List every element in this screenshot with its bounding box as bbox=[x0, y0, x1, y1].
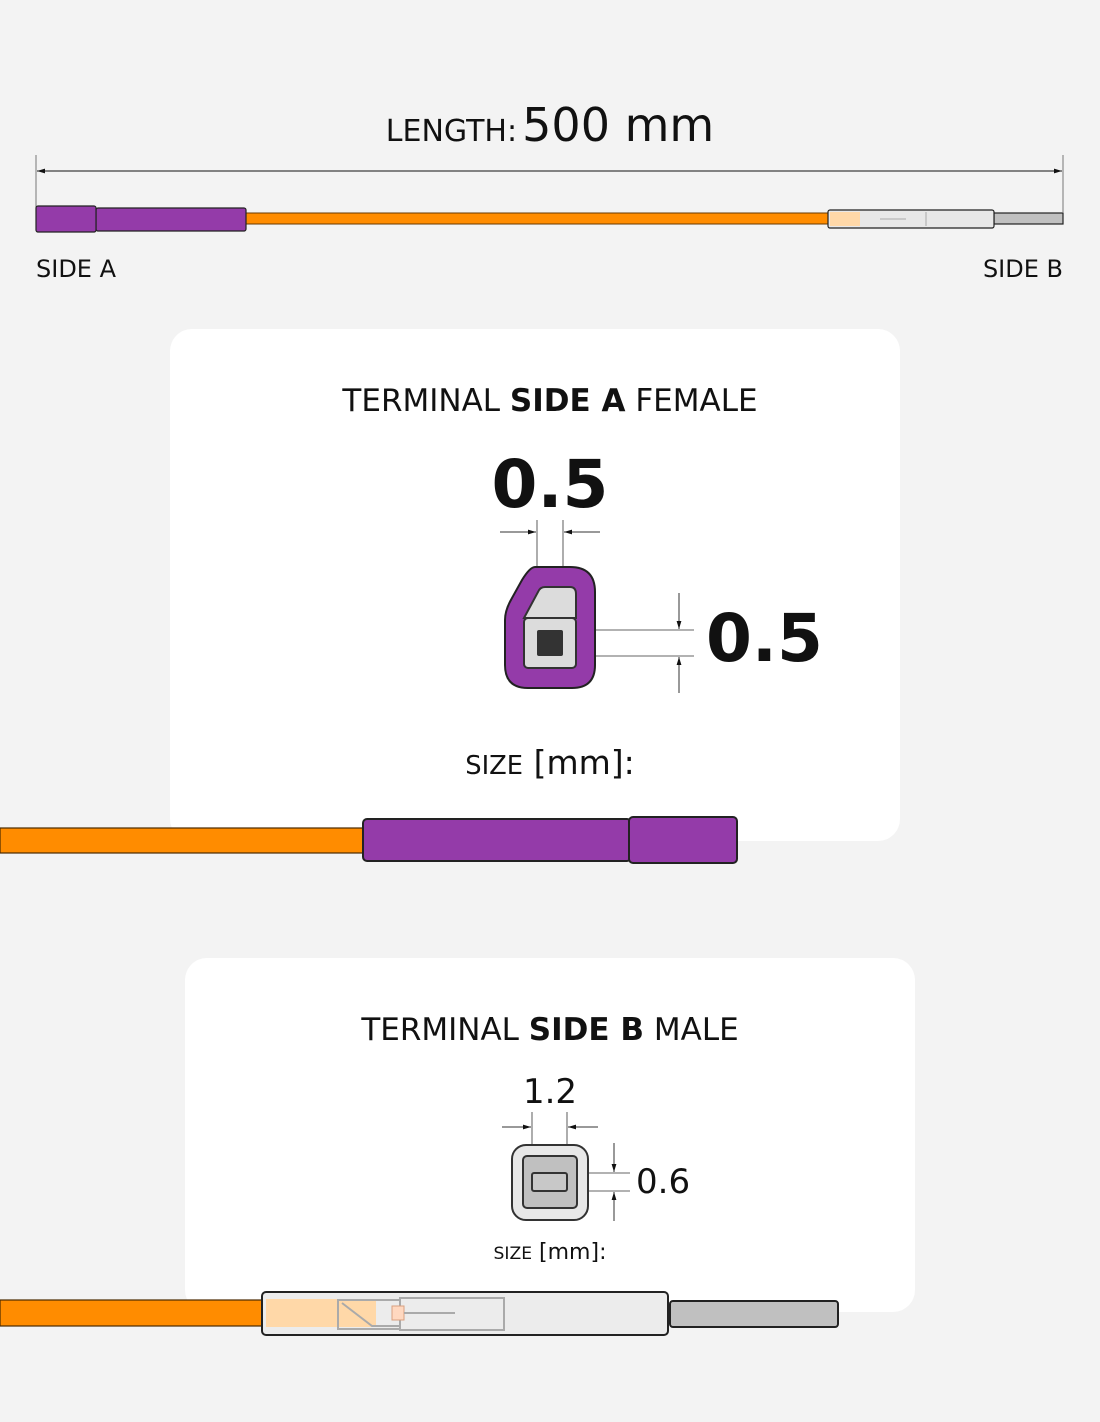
terminal-a-size-label: SIZE [mm]: bbox=[465, 743, 635, 782]
terminal-b-height-value: 0.6 bbox=[636, 1162, 691, 1202]
terminal-b-size-label: SIZE [mm]: bbox=[493, 1240, 607, 1265]
cable-overview bbox=[35, 205, 1064, 233]
side-b-cable-detail bbox=[0, 1291, 839, 1336]
length-title: LENGTH: 500 mm bbox=[386, 98, 714, 152]
length-dimension-line bbox=[35, 155, 1064, 212]
terminal-b-card bbox=[185, 958, 915, 1312]
male-terminal-icon bbox=[511, 1144, 589, 1221]
side-b-label: SIDE B bbox=[982, 255, 1063, 283]
terminal-b-title: TERMINAL SIDE B MALE bbox=[361, 1012, 739, 1048]
terminal-a-height-value: 0.5 bbox=[706, 600, 823, 677]
female-terminal-icon bbox=[504, 566, 596, 689]
length-value: 500 mm bbox=[522, 98, 715, 152]
side-a-label: SIDE A bbox=[36, 255, 117, 283]
length-label: LENGTH: bbox=[385, 114, 518, 149]
terminal-b-width-value: 1.2 bbox=[522, 1072, 578, 1112]
terminal-a-title: TERMINAL SIDE A FEMALE bbox=[342, 383, 758, 419]
terminal-a-width-value: 0.5 bbox=[491, 446, 609, 523]
side-a-cable-detail bbox=[0, 816, 738, 864]
